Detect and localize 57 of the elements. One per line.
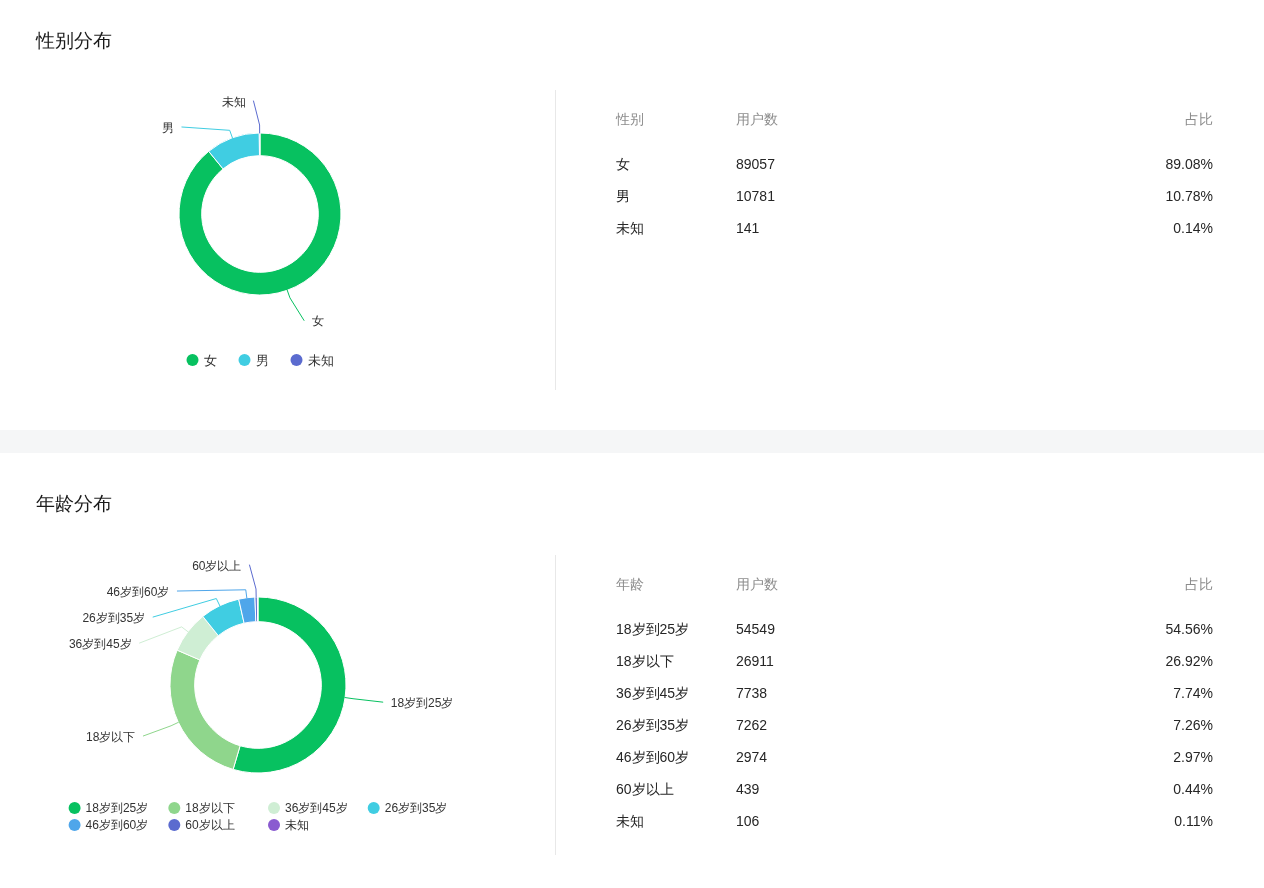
table-cell: 0.11% — [1174, 813, 1213, 829]
row-header: 未知 — [616, 813, 644, 829]
row-header: 60岁以上 — [616, 781, 674, 797]
column-header: 用户数 — [736, 111, 778, 127]
slice-label: 未知 — [221, 95, 246, 109]
column-header: 用户数 — [736, 576, 778, 592]
table-cell: 2974 — [736, 749, 768, 765]
legend-label: 18岁以下 — [185, 801, 235, 815]
table-cell: 0.44% — [1173, 781, 1213, 797]
slice-label: 18岁到25岁 — [390, 696, 454, 711]
column-header: 年龄 — [616, 576, 644, 592]
row-header: 18岁到25岁 — [616, 621, 690, 637]
column-header: 占比 — [1185, 576, 1213, 592]
chart-title: 年龄分布 — [36, 492, 112, 514]
row-header: 男 — [616, 188, 630, 204]
table-cell: 7262 — [736, 717, 768, 733]
column-header: 占比 — [1185, 111, 1213, 127]
legend-label: 46岁到60岁 — [85, 818, 149, 832]
row-header: 26岁到35岁 — [616, 717, 690, 733]
row-header: 46岁到60岁 — [616, 749, 690, 765]
slice-label: 男 — [161, 121, 174, 135]
table-cell: 439 — [736, 781, 760, 797]
table-cell: 2.97% — [1173, 749, 1213, 765]
row-header: 女 — [616, 156, 630, 172]
slice-label: 36岁到45岁 — [68, 637, 132, 652]
slice-label: 46岁到60岁 — [106, 585, 170, 600]
table-cell: 26.92% — [1165, 653, 1213, 669]
table-cell: 7.26% — [1173, 717, 1213, 733]
legend-label: 18岁到25岁 — [85, 801, 149, 815]
legend-label: 26岁到35岁 — [384, 801, 448, 815]
slice-label: 女 — [312, 314, 324, 329]
legend-label: 未知 — [285, 818, 309, 832]
legend-label: 男 — [255, 352, 269, 368]
column-header: 性别 — [616, 111, 644, 127]
table-cell: 89057 — [736, 156, 775, 172]
slice-label: 26岁到35岁 — [82, 611, 146, 626]
table-cell: 7738 — [736, 685, 768, 701]
legend-label: 60岁以上 — [185, 818, 235, 832]
table-cell: 89.08% — [1165, 156, 1213, 172]
table-cell: 10.78% — [1165, 188, 1213, 204]
slice-label: 60岁以上 — [192, 559, 242, 574]
legend-label: 36岁到45岁 — [285, 801, 348, 815]
legend-label: 未知 — [307, 352, 334, 368]
chart-title: 性别分布 — [36, 29, 112, 51]
table-cell: 10781 — [736, 188, 775, 204]
slice-label: 18岁以下 — [86, 729, 136, 744]
row-header: 36岁到45岁 — [616, 685, 690, 701]
table-cell: 141 — [736, 220, 760, 236]
table-cell: 7.74% — [1173, 685, 1213, 701]
legend-label: 女 — [203, 352, 217, 368]
row-header: 18岁以下 — [616, 653, 674, 669]
table-cell: 54.56% — [1165, 621, 1213, 637]
table-cell: 54549 — [736, 621, 775, 637]
row-header: 未知 — [616, 220, 644, 236]
table-cell: 0.14% — [1173, 220, 1213, 236]
table-cell: 106 — [736, 813, 760, 829]
table-cell: 26911 — [736, 653, 774, 669]
